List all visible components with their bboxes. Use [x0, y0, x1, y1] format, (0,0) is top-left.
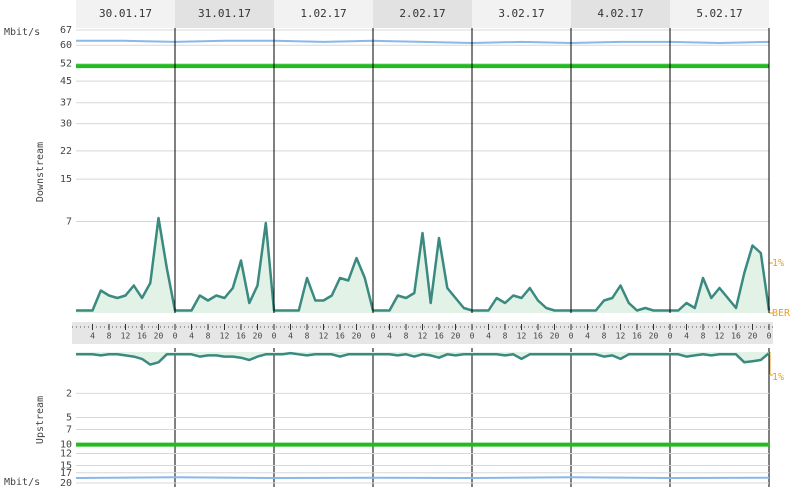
x-tick-label: 16: [632, 332, 642, 341]
error-line: [76, 351, 770, 366]
y-tick-label: 7: [66, 217, 72, 228]
day-header: [274, 0, 373, 28]
x-tick-label: 8: [305, 332, 310, 341]
x-tick-label: 12: [418, 332, 428, 341]
day-header: [76, 0, 175, 28]
day-header: [175, 0, 274, 28]
x-tick-label: 12: [319, 332, 329, 341]
x-tick-label: 0: [569, 332, 574, 341]
rate-line: [76, 39, 770, 44]
day-header: [670, 0, 769, 28]
y-tick-label: 15: [60, 460, 72, 471]
y-unit: Mbit/s: [4, 27, 40, 38]
x-tick-label: 8: [701, 332, 706, 341]
x-tick-label: 16: [335, 332, 345, 341]
x-tick-label: 0: [767, 332, 772, 341]
x-tick-label: 0: [668, 332, 673, 341]
day-label: 2.02.17: [399, 7, 445, 20]
x-tick-label: 20: [550, 332, 560, 341]
x-tick-label: 8: [107, 332, 112, 341]
y-axis-label: Upstream: [35, 396, 46, 444]
y-tick-label: 5: [66, 413, 72, 424]
y-tick-label: 20: [60, 478, 72, 489]
y-axis-label: Downstream: [35, 142, 46, 202]
hour-band: [72, 322, 773, 344]
x-tick-label: 4: [585, 332, 590, 341]
x-tick-label: 20: [352, 332, 362, 341]
x-tick-label: 4: [189, 332, 194, 341]
x-tick-label: 0: [470, 332, 475, 341]
x-tick-label: 12: [715, 332, 725, 341]
x-tick-label: 16: [137, 332, 147, 341]
x-tick-label: 8: [503, 332, 508, 341]
y2-tick-label: BER: [772, 308, 791, 319]
y-tick-label: 67: [60, 25, 72, 36]
x-tick-label: 16: [731, 332, 741, 341]
x-tick-label: 4: [387, 332, 392, 341]
error-area: [76, 218, 769, 313]
day-label: 1.02.17: [300, 7, 346, 20]
day-label: 3.02.17: [498, 7, 544, 20]
x-tick-label: 4: [486, 332, 491, 341]
y-tick-label: 2: [66, 388, 72, 399]
y-tick-label: 12: [60, 448, 72, 459]
x-tick-label: 8: [602, 332, 607, 341]
x-tick-label: 0: [173, 332, 178, 341]
y-tick-label: 52: [60, 59, 72, 70]
error-line: [76, 216, 771, 312]
y-tick-label: 10: [60, 440, 72, 451]
x-tick-label: 8: [206, 332, 211, 341]
day-label: 5.02.17: [696, 7, 742, 20]
x-tick-label: 0: [371, 332, 376, 341]
x-tick-label: 16: [434, 332, 444, 341]
error-area: [76, 352, 769, 365]
x-tick-label: 16: [533, 332, 543, 341]
x-tick-label: 16: [236, 332, 246, 341]
x-tick-label: 20: [253, 332, 263, 341]
y-tick-label: 22: [60, 146, 72, 157]
y-tick-label: 17: [60, 468, 72, 479]
day-header: [571, 0, 670, 28]
y-tick-label: 60: [60, 40, 72, 51]
x-tick-label: 20: [748, 332, 758, 341]
day-header: [373, 0, 472, 28]
y-tick-label: 7: [66, 425, 72, 436]
day-header: [472, 0, 571, 28]
x-tick-label: 12: [121, 332, 131, 341]
y2-tick-label: 1%: [772, 258, 784, 269]
x-tick-label: 20: [154, 332, 164, 341]
y2-tick-label: 1%: [772, 372, 784, 383]
x-tick-label: 20: [451, 332, 461, 341]
x-tick-label: 4: [684, 332, 689, 341]
x-tick-label: 12: [616, 332, 626, 341]
y-unit: Mbit/s: [4, 477, 40, 488]
y-tick-label: 45: [60, 76, 72, 87]
x-tick-label: 0: [272, 332, 277, 341]
x-tick-label: 12: [517, 332, 527, 341]
x-tick-label: 12: [220, 332, 230, 341]
day-label: 30.01.17: [99, 7, 152, 20]
y-tick-label: 30: [60, 119, 72, 130]
day-label: 4.02.17: [597, 7, 643, 20]
rate-line: [75, 476, 770, 479]
x-tick-label: 4: [288, 332, 293, 341]
day-label: 31.01.17: [198, 7, 251, 20]
y-tick-label: 37: [60, 98, 72, 109]
x-tick-label: 4: [90, 332, 95, 341]
y-tick-label: 15: [60, 174, 72, 185]
x-tick-label: 8: [404, 332, 409, 341]
x-tick-label: 20: [649, 332, 659, 341]
